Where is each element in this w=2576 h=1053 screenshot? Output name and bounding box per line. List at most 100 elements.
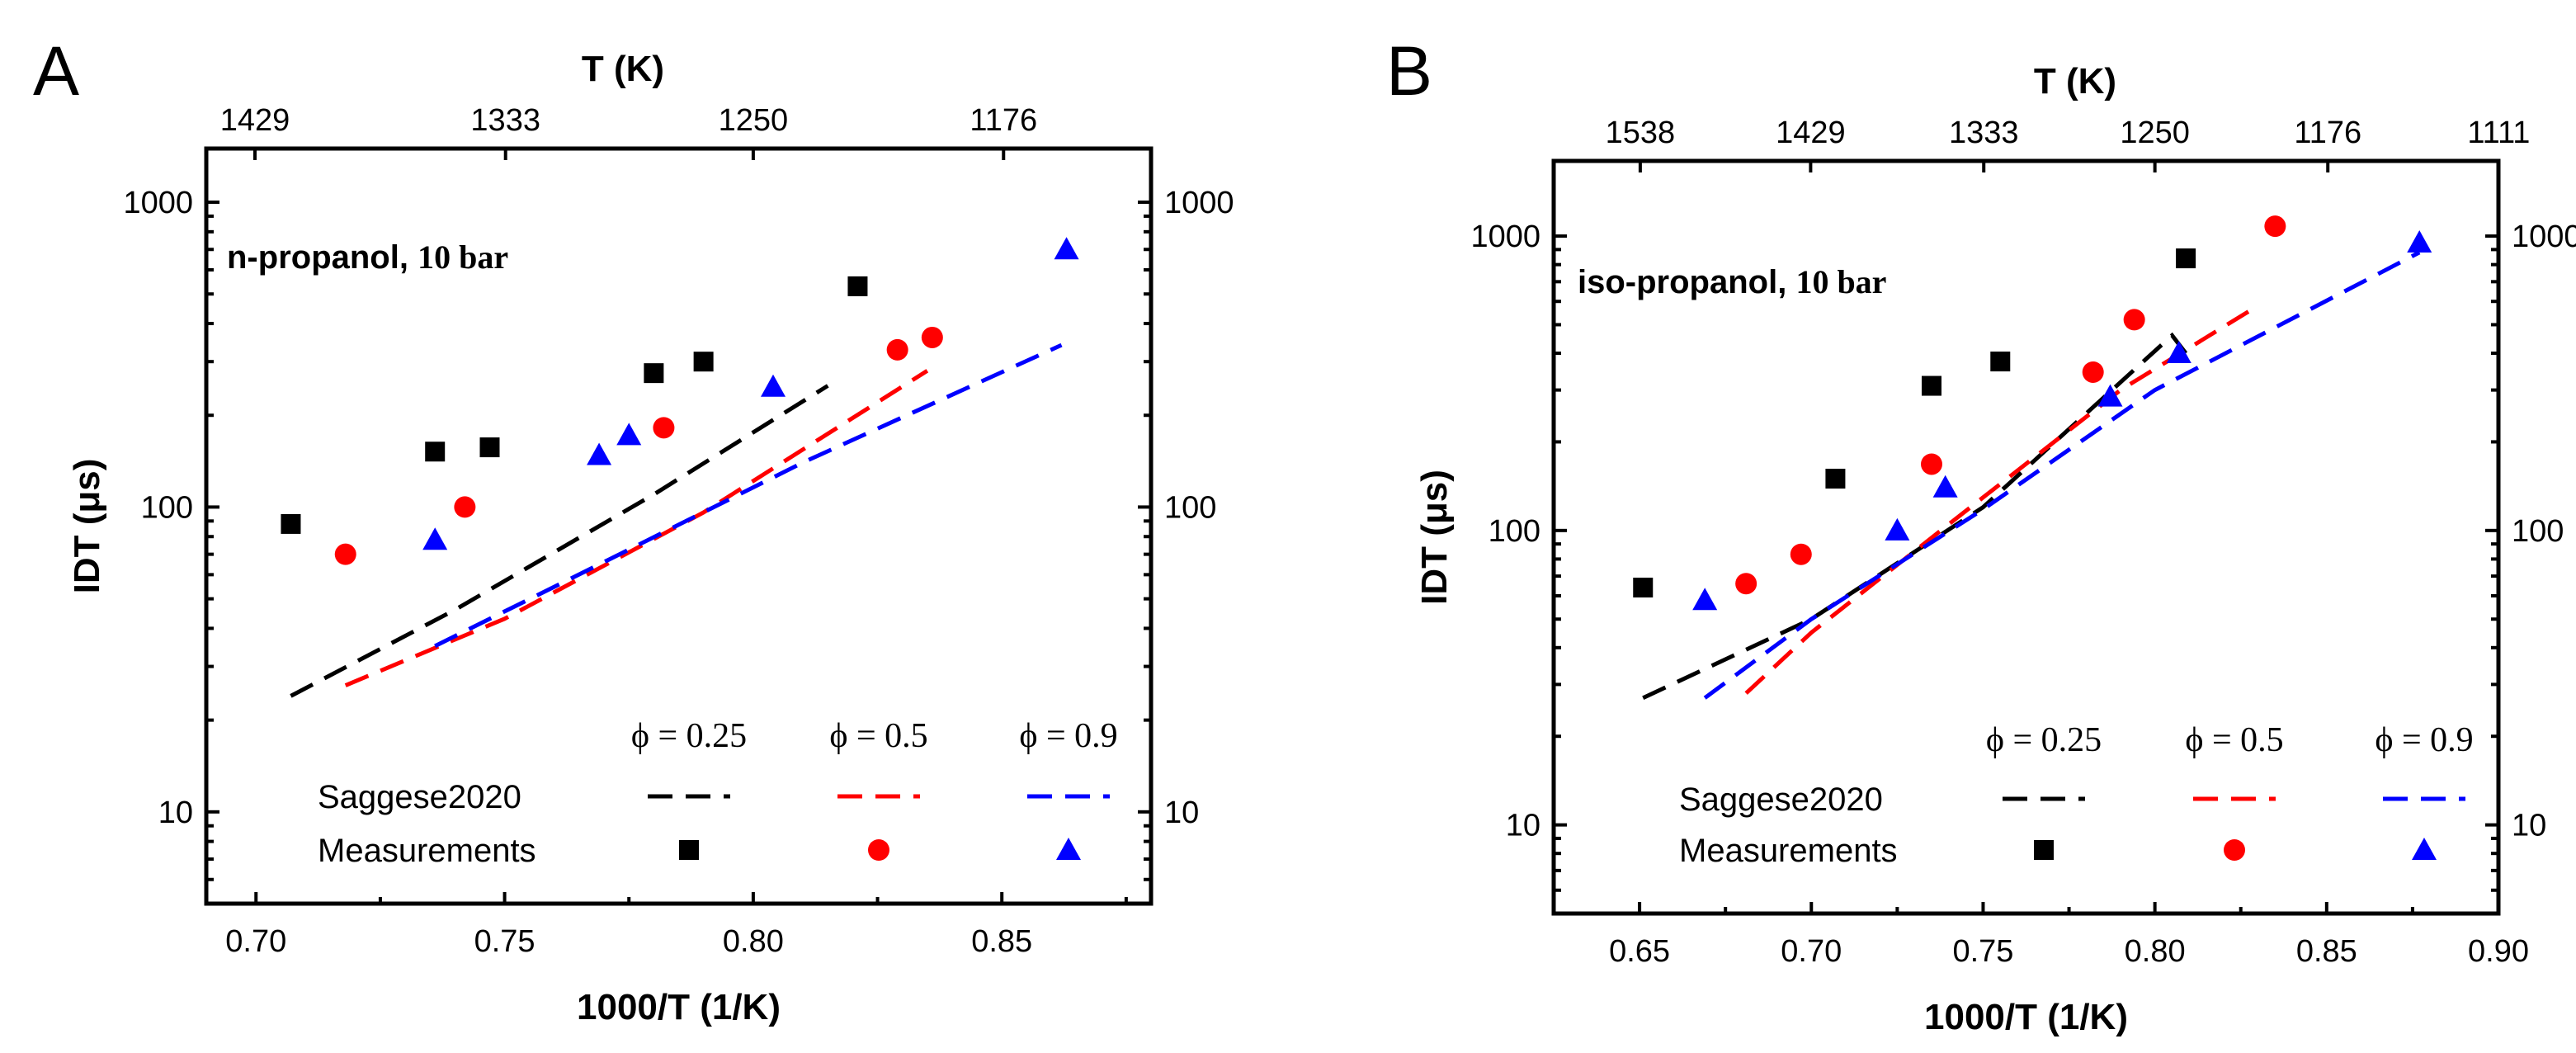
chart-b-measurement-point-2 <box>2097 384 2123 407</box>
chart-b-measurement-point-1 <box>2082 361 2104 383</box>
chart-b-measurement-point-1 <box>1735 573 1757 595</box>
chart-a-model-line-1 <box>344 369 929 687</box>
chart-a-measurement-point-0 <box>281 513 301 534</box>
chart-a-measurement-point-0 <box>644 363 664 384</box>
chart-b-top-axis-title: T (K) <box>2034 61 2116 102</box>
chart-b-x-axis-title: 1000/T (1/K) <box>1924 997 2128 1037</box>
chart-a-legend-marker-1 <box>868 839 889 861</box>
chart-b-measurement-point-2 <box>1885 517 1910 541</box>
chart-b-legend-phi-0: ϕ = 0.25 <box>1986 721 2102 759</box>
chart-a-right-y-tick-label: 10 <box>1164 796 1199 830</box>
chart-a-legend-measure-label: Measurements <box>318 833 536 869</box>
chart-a-y-tick-label: 10 <box>158 796 193 830</box>
chart-a-measurement-point-0 <box>693 352 714 372</box>
chart-b-legend-marker-1 <box>2224 839 2245 861</box>
chart-b-measurement-point-0 <box>1990 352 2011 372</box>
chart-b-measurement-point-1 <box>2264 215 2286 238</box>
chart-b-measurement-point-1 <box>2123 309 2145 331</box>
chart-b-measurement-point-0 <box>1825 469 1846 489</box>
chart-a-x-tick-label: 0.75 <box>474 924 535 959</box>
chart-a-x-axis-title: 1000/T (1/K) <box>577 987 781 1027</box>
chart-a-top-tick-label: 1250 <box>719 103 789 138</box>
chart-a-measurement-point-1 <box>454 496 476 518</box>
chart-b-measurement-point-0 <box>2176 248 2196 269</box>
chart-a-y-tick-label: 100 <box>141 490 193 525</box>
chart-a-plot-frame <box>204 146 1154 906</box>
chart-b-legend-phi-2: ϕ = 0.9 <box>2375 721 2473 759</box>
chart-a-measurement-point-1 <box>334 543 356 565</box>
chart-b-panel-letter: B <box>1386 32 1432 110</box>
chart-a-measurement-point-1 <box>886 338 908 361</box>
chart-a-model-line-2 <box>434 342 1063 649</box>
chart-b-top-tick-label: 1333 <box>1949 116 2019 150</box>
chart-b-top-tick-label: 1176 <box>2294 116 2361 150</box>
chart-a-measurement-point-0 <box>847 276 868 296</box>
chart-a-legend-phi-2: ϕ = 0.9 <box>1019 717 1117 755</box>
chart-a-measurement-point-2 <box>587 442 612 465</box>
chart-a-measurement-point-2 <box>1054 237 1079 260</box>
chart-b-measurement-point-0 <box>1633 577 1654 597</box>
chart-a-measurement-point-2 <box>422 527 448 550</box>
chart-b-legend-phi-1: ϕ = 0.5 <box>2185 721 2283 759</box>
chart-b-y-tick-label: 1000 <box>1470 220 1540 254</box>
chart-b-x-tick-label: 0.90 <box>2468 934 2529 969</box>
chart-a-measurement-point-0 <box>425 442 446 462</box>
chart-a-legend-marker-2 <box>1056 838 1081 860</box>
chart-a-right-y-tick-label: 1000 <box>1164 186 1234 220</box>
chart-b-right-y-tick-label: 100 <box>2512 514 2564 549</box>
chart-b-measurement-point-0 <box>1922 375 1941 396</box>
chart-b-measurement-point-2 <box>2407 230 2432 253</box>
chart-b-measurement-point-1 <box>1790 543 1812 565</box>
chart-b-top-tick-label: 1538 <box>1606 116 1676 150</box>
chart-b-x-tick-label: 0.70 <box>1781 934 1842 969</box>
chart-b-measurement-point-1 <box>1921 453 1942 475</box>
chart-b-x-tick-label: 0.65 <box>1609 934 1670 969</box>
chart-a-x-tick-label: 0.85 <box>971 924 1032 959</box>
chart-b-plot-frame <box>1551 158 2501 916</box>
chart-a-annotation-fuel: n-propanol, <box>227 239 418 276</box>
chart-b-annotation: iso-propanol, 10 bar <box>1578 263 1886 300</box>
chart-b-y-axis-title: IDT (μs) <box>1414 470 1455 605</box>
chart-b-y-tick-label: 100 <box>1489 514 1540 549</box>
chart-b-model-line-1 <box>1744 304 2259 695</box>
chart-a-y-tick-label: 1000 <box>123 186 193 220</box>
chart-b-legend-measure-label: Measurements <box>1679 833 1898 869</box>
chart-a-legend-model-label: Saggese2020 <box>318 779 521 815</box>
chart-b-x-tick-label: 0.75 <box>1952 934 2013 969</box>
chart-a-legend-phi-0: ϕ = 0.25 <box>631 717 747 755</box>
chart-b-y-tick-label: 10 <box>1506 809 1540 843</box>
chart-a-annotation: n-propanol, 10 bar <box>227 238 508 276</box>
chart-b-model-line-2 <box>1703 250 2421 700</box>
chart-b-x-tick-label: 0.80 <box>2125 934 2186 969</box>
chart-a-measurement-point-1 <box>921 326 943 348</box>
chart-b-measurement-point-2 <box>1932 475 1958 498</box>
chart-b-top-tick-label: 1250 <box>2120 116 2190 150</box>
chart-a-top-tick-label: 1333 <box>470 103 540 138</box>
chart-a-x-tick-label: 0.70 <box>225 924 286 959</box>
chart-a-top-axis-title: T (K) <box>582 49 664 89</box>
chart-a-model-line-0 <box>290 384 829 698</box>
chart-b-top-tick-label: 1429 <box>1776 116 1846 150</box>
chart-a-legend-marker-0 <box>679 840 699 860</box>
chart-b-right-y-tick-label: 1000 <box>2512 220 2576 254</box>
chart-b-measurement-point-2 <box>1692 588 1718 611</box>
chart-a-legend-phi-1: ϕ = 0.5 <box>829 717 927 755</box>
chart-a-x-tick-label: 0.80 <box>723 924 784 959</box>
chart-a-annotation-pressure: 10 bar <box>418 238 508 276</box>
chart-b-top-tick-label: 1111 <box>2467 116 2530 150</box>
panel-a: A 0.70 0.75 0.80 0.85 1429 1333 1250 1176 10 10 100… <box>33 32 1234 1027</box>
chart-b-model-line-0 <box>1642 332 2188 700</box>
chart-a-measurement-point-2 <box>761 374 786 397</box>
chart-b-annotation-fuel: iso-propanol, <box>1578 264 1795 300</box>
chart-a-panel-letter: A <box>33 32 79 110</box>
chart-b-legend-marker-2 <box>2412 838 2437 860</box>
chart-a-y-axis-title: IDT (μs) <box>67 459 107 594</box>
chart-b-measurement-point-2 <box>2166 341 2191 364</box>
chart-b-legend-model-label: Saggese2020 <box>1679 781 1883 818</box>
chart-a-top-tick-label: 1176 <box>970 103 1037 138</box>
chart-a-measurement-point-1 <box>653 417 675 439</box>
chart-a-top-tick-label: 1429 <box>220 103 290 138</box>
chart-b-right-y-tick-label: 10 <box>2512 809 2546 843</box>
chart-b-annotation-pressure: 10 bar <box>1795 263 1886 300</box>
